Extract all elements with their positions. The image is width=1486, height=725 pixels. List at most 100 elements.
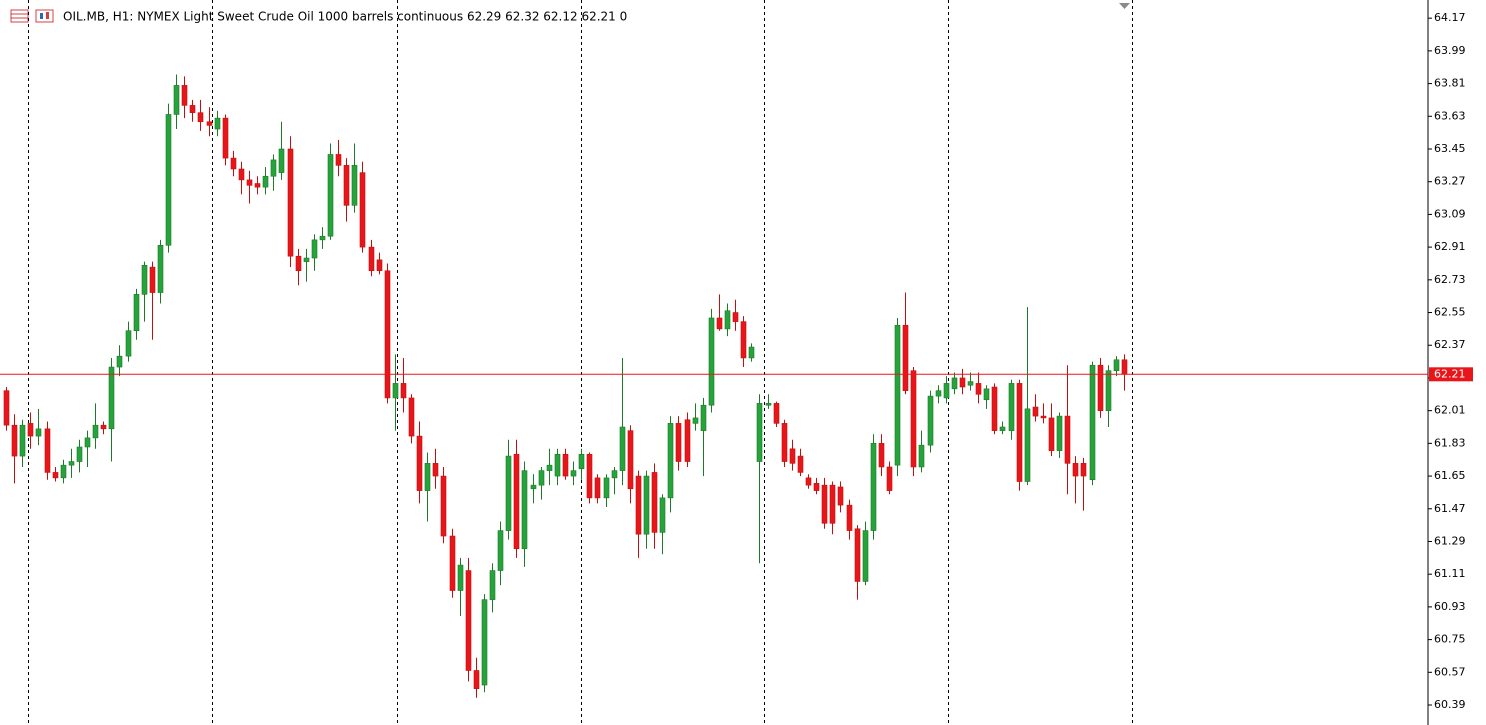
- candle-body: [513, 453, 520, 550]
- header-icons: [10, 9, 54, 23]
- candle-body: [497, 530, 504, 571]
- candle-body: [708, 317, 715, 406]
- candle-body: [627, 430, 634, 490]
- candle-body: [408, 397, 415, 437]
- current-price-box: [1429, 367, 1473, 382]
- candle-body: [44, 428, 51, 473]
- y-tick-label: 63.45: [1434, 142, 1466, 155]
- candle-body: [489, 570, 496, 600]
- candle-body: [173, 85, 180, 115]
- candle-body: [521, 470, 528, 550]
- candle-body: [141, 264, 148, 295]
- candle-body: [538, 470, 545, 486]
- candle-body: [311, 239, 318, 259]
- candle-body: [1089, 364, 1096, 480]
- candle-body: [1113, 359, 1120, 371]
- y-tick-label: 63.63: [1434, 109, 1466, 122]
- candle-body: [238, 168, 245, 181]
- candle-body: [295, 255, 302, 272]
- candle-body: [1056, 415, 1063, 451]
- candle-body: [287, 148, 294, 257]
- candle-body: [732, 312, 739, 322]
- y-tick-label: 62.37: [1434, 338, 1466, 351]
- candle-body: [165, 114, 172, 246]
- candle-body: [797, 455, 804, 473]
- candle-body: [651, 472, 658, 533]
- candle-body: [586, 453, 593, 499]
- y-tick-label: 62.73: [1434, 273, 1466, 286]
- candle-body: [262, 175, 269, 188]
- shift-marker: [1119, 3, 1130, 9]
- candle-body: [197, 112, 204, 123]
- candle-body: [149, 266, 156, 293]
- candle-body: [927, 395, 934, 446]
- candle-body: [92, 424, 99, 439]
- candle-body: [473, 670, 480, 689]
- candle-body: [1121, 359, 1128, 375]
- candle-body: [3, 390, 10, 426]
- y-tick-label: 62.01: [1434, 404, 1466, 417]
- candle-body: [449, 535, 456, 591]
- candle-body: [554, 453, 561, 477]
- candle-body: [659, 497, 666, 533]
- candle-body: [1008, 383, 1015, 431]
- y-tick-label: 60.57: [1434, 665, 1466, 678]
- candle-body: [983, 388, 990, 401]
- candle-body: [570, 470, 577, 477]
- candle-body: [619, 426, 626, 471]
- candle-body: [368, 246, 375, 272]
- y-tick-label: 60.75: [1434, 633, 1466, 646]
- candles: [3, 74, 1128, 698]
- candle-body: [740, 321, 747, 359]
- candle-body: [837, 486, 844, 506]
- y-tick-label: 61.29: [1434, 534, 1466, 547]
- candle-body: [270, 159, 277, 177]
- candle-body: [11, 424, 18, 457]
- candle-body: [910, 370, 917, 468]
- candle-body: [675, 423, 682, 462]
- candle-body: [886, 466, 893, 491]
- candle-body: [918, 444, 925, 468]
- candle-body: [594, 477, 601, 499]
- candle-body: [35, 428, 42, 437]
- candle-body: [643, 475, 650, 535]
- candle-body: [481, 599, 488, 686]
- candle-body: [376, 259, 383, 272]
- candle-body: [1032, 406, 1039, 417]
- icon-candle: [46, 12, 49, 19]
- icon-chart: [35, 9, 54, 23]
- y-tick-label: 63.27: [1434, 175, 1466, 188]
- candle-body: [384, 270, 391, 399]
- candle-body: [157, 245, 164, 293]
- chart-title: OIL.MB, H1: NYMEX Light Sweet Crude Oil …: [63, 10, 627, 24]
- candle-body: [392, 383, 399, 399]
- candle-body: [530, 484, 537, 490]
- candle-body: [894, 324, 901, 466]
- icon-candle: [40, 13, 43, 19]
- candle-body: [935, 390, 942, 397]
- candle-body: [327, 154, 334, 237]
- candle-body: [343, 165, 350, 206]
- candle-body: [189, 105, 196, 113]
- candle-body: [1064, 415, 1071, 464]
- candle-body: [303, 257, 310, 262]
- candle-body: [254, 183, 261, 188]
- candle-body: [68, 461, 75, 466]
- candle-body: [416, 435, 423, 491]
- candle-body: [76, 446, 83, 462]
- y-tick-label: 62.91: [1434, 240, 1466, 253]
- candle-body: [748, 346, 755, 359]
- candle-body: [611, 470, 618, 479]
- candle-body: [400, 383, 407, 399]
- candle-body: [878, 443, 885, 468]
- candle-body: [943, 383, 950, 399]
- candle-body: [902, 324, 909, 391]
- candle-body: [108, 366, 115, 430]
- candle-body: [951, 377, 958, 390]
- candle-body: [781, 423, 788, 462]
- candle-body: [1080, 463, 1087, 477]
- candle-body: [505, 455, 512, 531]
- candle-body: [246, 179, 253, 186]
